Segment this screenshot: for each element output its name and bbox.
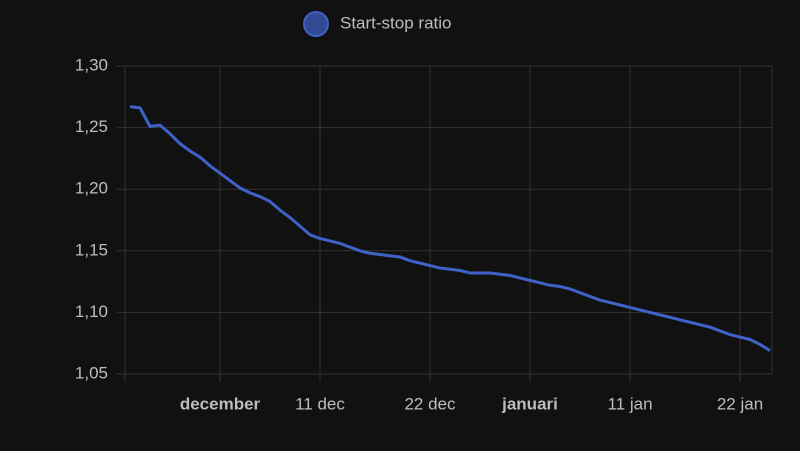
x-tick-label: 22 dec	[404, 394, 456, 413]
y-tick-label: 1,05	[75, 363, 108, 382]
y-tick-label: 1,25	[75, 117, 108, 136]
y-tick-label: 1,20	[75, 179, 108, 198]
x-tick-label: december	[180, 394, 261, 413]
x-tick-label: 11 jan	[607, 394, 652, 413]
y-tick-label: 1,30	[75, 55, 108, 74]
x-tick-label: 11 dec	[295, 394, 345, 413]
legend-label: Start-stop ratio	[340, 13, 452, 32]
y-tick-label: 1,15	[75, 240, 108, 259]
legend-marker	[303, 11, 329, 37]
x-tick-label: 22 jan	[717, 394, 763, 413]
x-tick-label: januari	[501, 394, 558, 413]
y-tick-label: 1,10	[75, 302, 108, 321]
data-line	[129, 105, 771, 352]
legend[interactable]: Start-stop ratio	[303, 11, 452, 37]
